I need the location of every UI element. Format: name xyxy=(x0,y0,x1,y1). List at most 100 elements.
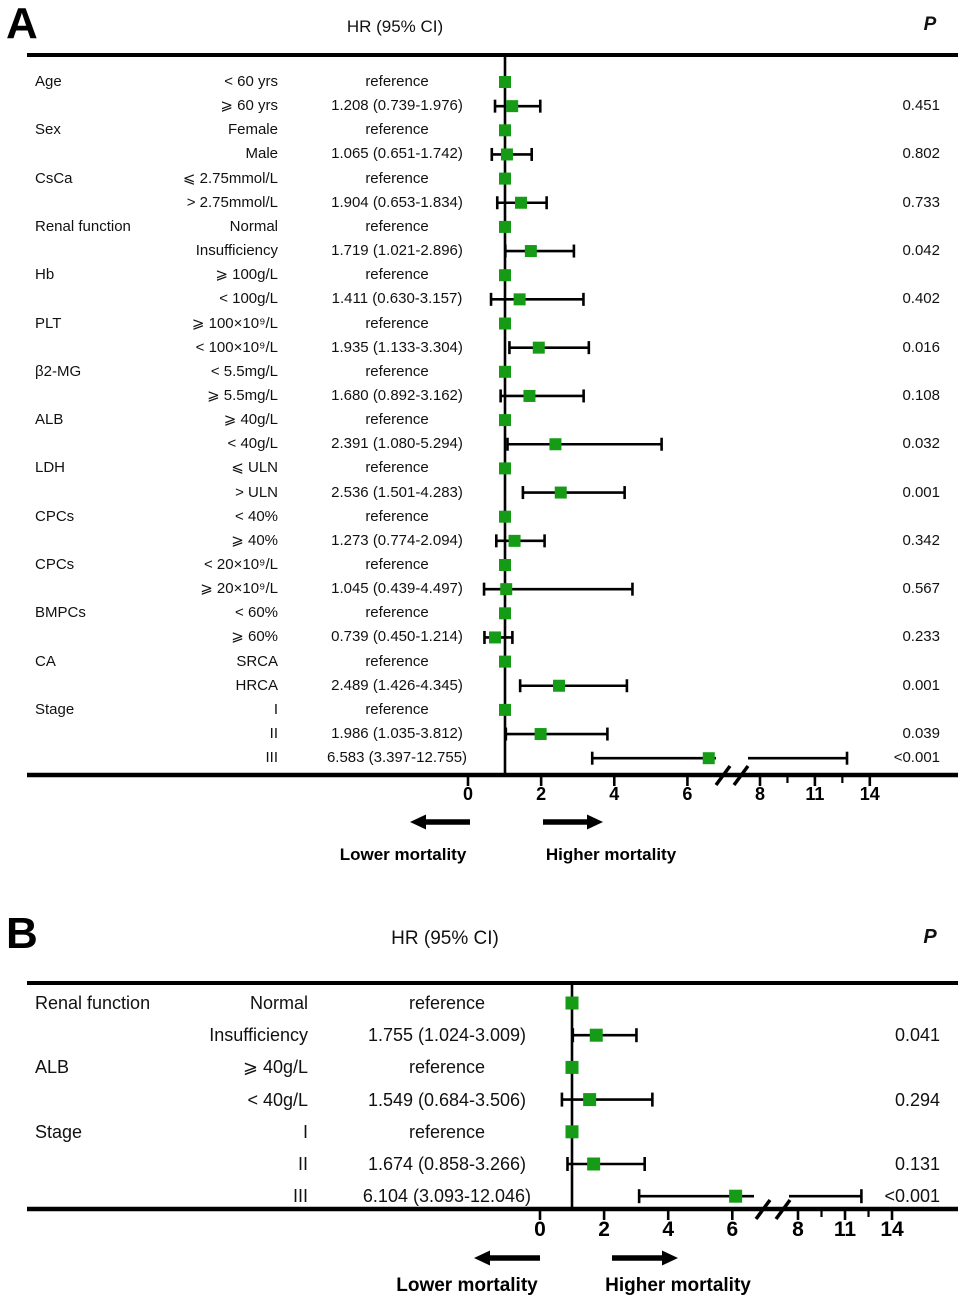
row-category: II xyxy=(269,725,278,743)
panel-a-p-header: P xyxy=(923,14,937,35)
row-hr-ci: 2.391 (1.080-5.294) xyxy=(331,435,463,453)
row-hr-ci: 1.680 (0.892-3.162) xyxy=(331,386,463,404)
row-category: < 40g/L xyxy=(247,1089,308,1110)
axis-tick-label: 2 xyxy=(536,784,546,804)
row-hr-ci: reference xyxy=(365,556,429,573)
row-category: III xyxy=(265,749,278,767)
row-hr-ci: 2.489 (1.426-4.345) xyxy=(331,676,463,694)
row-category: ⩾ 5.5mg/L xyxy=(207,386,278,404)
lower-mortality-arrow-head xyxy=(410,814,426,830)
reference-marker xyxy=(499,559,511,571)
row-variable: CPCs xyxy=(35,556,75,573)
row-category: ⩾ 40g/L xyxy=(242,1057,308,1078)
row-category: ⩾ 40% xyxy=(231,531,278,549)
row-category: ⩾ 40g/L xyxy=(223,411,278,429)
row-hr-ci: reference xyxy=(365,169,429,187)
row-hr-ci: 1.986 (1.035-3.812) xyxy=(331,725,463,743)
reference-marker xyxy=(499,462,511,475)
row-hr-ci: reference xyxy=(365,507,429,525)
row-variable: Age xyxy=(35,73,62,90)
row-category: Male xyxy=(245,145,278,163)
row-hr-ci: reference xyxy=(365,121,429,139)
row-hr-ci: 1.411 (0.630-3.157) xyxy=(331,290,463,308)
row-p-value: 0.001 xyxy=(902,483,940,501)
row-category: < 40g/L xyxy=(227,435,278,453)
row-hr-ci: reference xyxy=(365,266,429,284)
row-category: Normal xyxy=(249,993,308,1013)
hr-marker xyxy=(489,631,502,644)
row-hr-ci: reference xyxy=(365,217,429,235)
hr-marker xyxy=(513,293,526,306)
reference-marker xyxy=(499,703,511,716)
panel-a-hr-ci-header: HR (95% CI) xyxy=(346,17,444,36)
reference-marker xyxy=(499,607,511,620)
axis-tick-label: 6 xyxy=(682,784,692,804)
row-p-value: 0.802 xyxy=(902,145,940,163)
row-p-value: 0.032 xyxy=(902,435,940,453)
hr-marker xyxy=(506,100,519,113)
row-category: Insufficiency xyxy=(209,1025,308,1046)
axis-tick-label: 6 xyxy=(726,1218,738,1241)
row-category: I xyxy=(302,1121,308,1142)
axis-tick-label: 4 xyxy=(662,1218,674,1241)
row-category: < 20×10⁹/L xyxy=(204,556,278,573)
hr-marker xyxy=(523,389,536,402)
row-category: < 60 yrs xyxy=(224,73,278,90)
row-variable: BMPCs xyxy=(35,604,86,622)
hr-marker xyxy=(532,341,545,354)
row-category: Insufficiency xyxy=(195,242,278,260)
row-hr-ci: reference xyxy=(408,1121,486,1142)
reference-marker xyxy=(565,996,579,1010)
row-p-value: 0.001 xyxy=(902,676,940,694)
reference-marker xyxy=(499,655,511,668)
reference-marker xyxy=(499,269,511,282)
row-category: ⩾ 60 yrs xyxy=(220,97,278,115)
axis-tick-label: 4 xyxy=(609,784,619,804)
hr-marker xyxy=(589,1028,603,1042)
hr-marker xyxy=(583,1093,597,1107)
row-hr-ci: 1.208 (0.739-1.976) xyxy=(331,97,463,115)
hr-marker xyxy=(524,245,537,258)
axis-tick-label: 0 xyxy=(463,784,473,804)
reference-marker xyxy=(499,414,511,427)
hr-marker xyxy=(500,583,513,596)
row-p-value: 0.294 xyxy=(894,1089,940,1110)
reference-marker xyxy=(565,1125,579,1139)
row-p-value: 0.039 xyxy=(902,725,940,743)
panel-b-higher-mortality-label: Higher mortality xyxy=(605,1275,751,1296)
axis-tick-label: 8 xyxy=(755,784,765,804)
hr-marker xyxy=(515,196,528,209)
row-hr-ci: 1.719 (1.021-2.896) xyxy=(331,242,463,260)
row-hr-ci: 1.904 (0.653-1.834) xyxy=(331,193,463,211)
row-variable: Renal function xyxy=(35,993,151,1013)
axis-break-slash xyxy=(754,1198,772,1221)
row-hr-ci: reference xyxy=(365,700,429,718)
row-variable: Sex xyxy=(35,121,61,139)
row-p-value: 0.733 xyxy=(902,193,940,211)
axis-break-slash xyxy=(774,1198,792,1221)
row-hr-ci: reference xyxy=(365,314,429,332)
higher-mortality-arrow-head xyxy=(662,1250,678,1266)
row-category: Normal xyxy=(229,217,278,235)
reference-marker xyxy=(499,76,511,88)
row-hr-ci: 6.104 (3.093-12.046) xyxy=(362,1186,532,1207)
row-p-value: <0.001 xyxy=(884,1186,940,1207)
row-category: > ULN xyxy=(235,483,278,501)
panel-b-top-rule xyxy=(27,981,958,985)
row-variable: Stage xyxy=(35,1121,83,1142)
hr-marker xyxy=(549,438,562,451)
axis-break-slash xyxy=(714,764,732,787)
panel-b-lower-mortality-label: Lower mortality xyxy=(396,1275,538,1296)
row-variable: CA xyxy=(35,652,56,670)
row-category: < 100×10⁹/L xyxy=(195,338,278,356)
row-category: HRCA xyxy=(235,676,278,694)
axis-tick-label: 11 xyxy=(834,1218,857,1241)
row-hr-ci: 2.536 (1.501-4.283) xyxy=(331,483,463,501)
reference-marker xyxy=(499,172,511,185)
row-category: SRCA xyxy=(236,652,278,670)
row-p-value: 0.042 xyxy=(902,242,940,260)
hr-marker xyxy=(500,148,513,161)
row-category: ⩾ 100×10⁹/L xyxy=(191,314,278,332)
row-p-value: <0.001 xyxy=(893,749,940,767)
